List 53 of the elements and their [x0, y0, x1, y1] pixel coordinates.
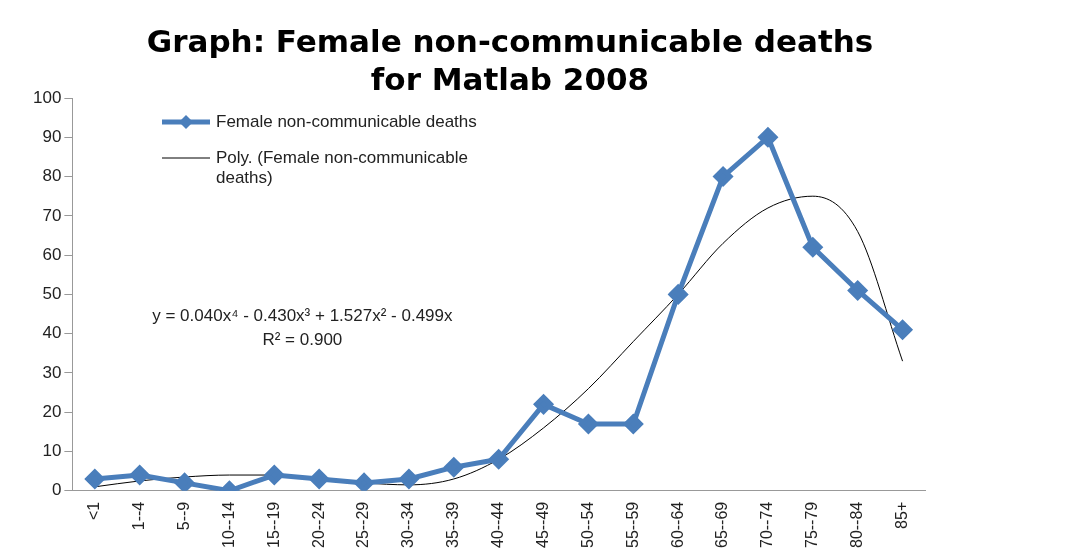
- x-tick-label: 1--4: [130, 501, 148, 531]
- annotation: y = 0.040x⁴ - 0.430x³ + 1.527x² - 0.499x: [152, 305, 453, 325]
- point: [713, 167, 733, 187]
- point: [623, 414, 643, 434]
- x-tick-label: 50--54: [578, 501, 596, 548]
- x-tick-label: 15--19: [264, 501, 282, 548]
- x-tick-label: 30--34: [399, 501, 417, 548]
- x-tick-label: 80--84: [848, 501, 866, 548]
- x-tick-label: 45--49: [533, 501, 551, 548]
- point: [309, 469, 329, 489]
- x-tick-label: <1: [85, 501, 103, 520]
- point: [354, 473, 374, 491]
- point: [758, 127, 778, 147]
- point: [668, 284, 688, 304]
- annotation: R² = 0.900: [262, 329, 343, 349]
- y-tick-label: 60: [42, 244, 62, 264]
- x-tick-label: 60--64: [668, 501, 686, 548]
- x-tick-label: 65--69: [713, 501, 731, 548]
- x-tick-label: 85+: [892, 501, 910, 529]
- x-tick-label: 10--14: [219, 501, 237, 548]
- x-tick-label: 75--79: [803, 501, 821, 548]
- point: [85, 469, 105, 489]
- point: [264, 465, 284, 485]
- point: [534, 394, 554, 414]
- legend-label: Female non-communicable deaths: [216, 112, 477, 132]
- x-tick-label: 40--44: [489, 501, 507, 548]
- point: [893, 320, 913, 340]
- y-tick-label: 0: [51, 480, 62, 500]
- y-tick-label: 50: [42, 284, 62, 304]
- y-tick-label: 30: [42, 362, 62, 382]
- chart-title: Graph: Female non-communicable deaths for Matlab 2008: [145, 22, 875, 98]
- x-tick-label: 5--9: [174, 501, 192, 531]
- y-tick-label: 100: [32, 87, 62, 107]
- point: [399, 469, 419, 489]
- point: [489, 449, 509, 469]
- y-tick-label: 40: [42, 323, 62, 343]
- point: [803, 237, 823, 257]
- point: [848, 280, 868, 300]
- x-tick-label: 70--74: [758, 501, 776, 548]
- x-tick-label: 25--29: [354, 501, 372, 548]
- y-tick-label: 80: [42, 166, 62, 186]
- legend-label: Poly. (Female non-communicable deaths): [216, 148, 469, 188]
- x-tick-label: 55--59: [623, 501, 641, 548]
- point: [130, 465, 150, 485]
- point: [175, 473, 195, 491]
- point: [578, 414, 598, 434]
- y-tick-label: 90: [42, 126, 62, 146]
- point: [444, 457, 464, 477]
- y-tick-label: 70: [42, 205, 62, 225]
- y-tick-label: 10: [42, 441, 62, 461]
- x-tick-label: 20--24: [309, 501, 327, 548]
- y-tick-label: 20: [42, 401, 62, 421]
- x-tick-label: 35--39: [444, 501, 462, 548]
